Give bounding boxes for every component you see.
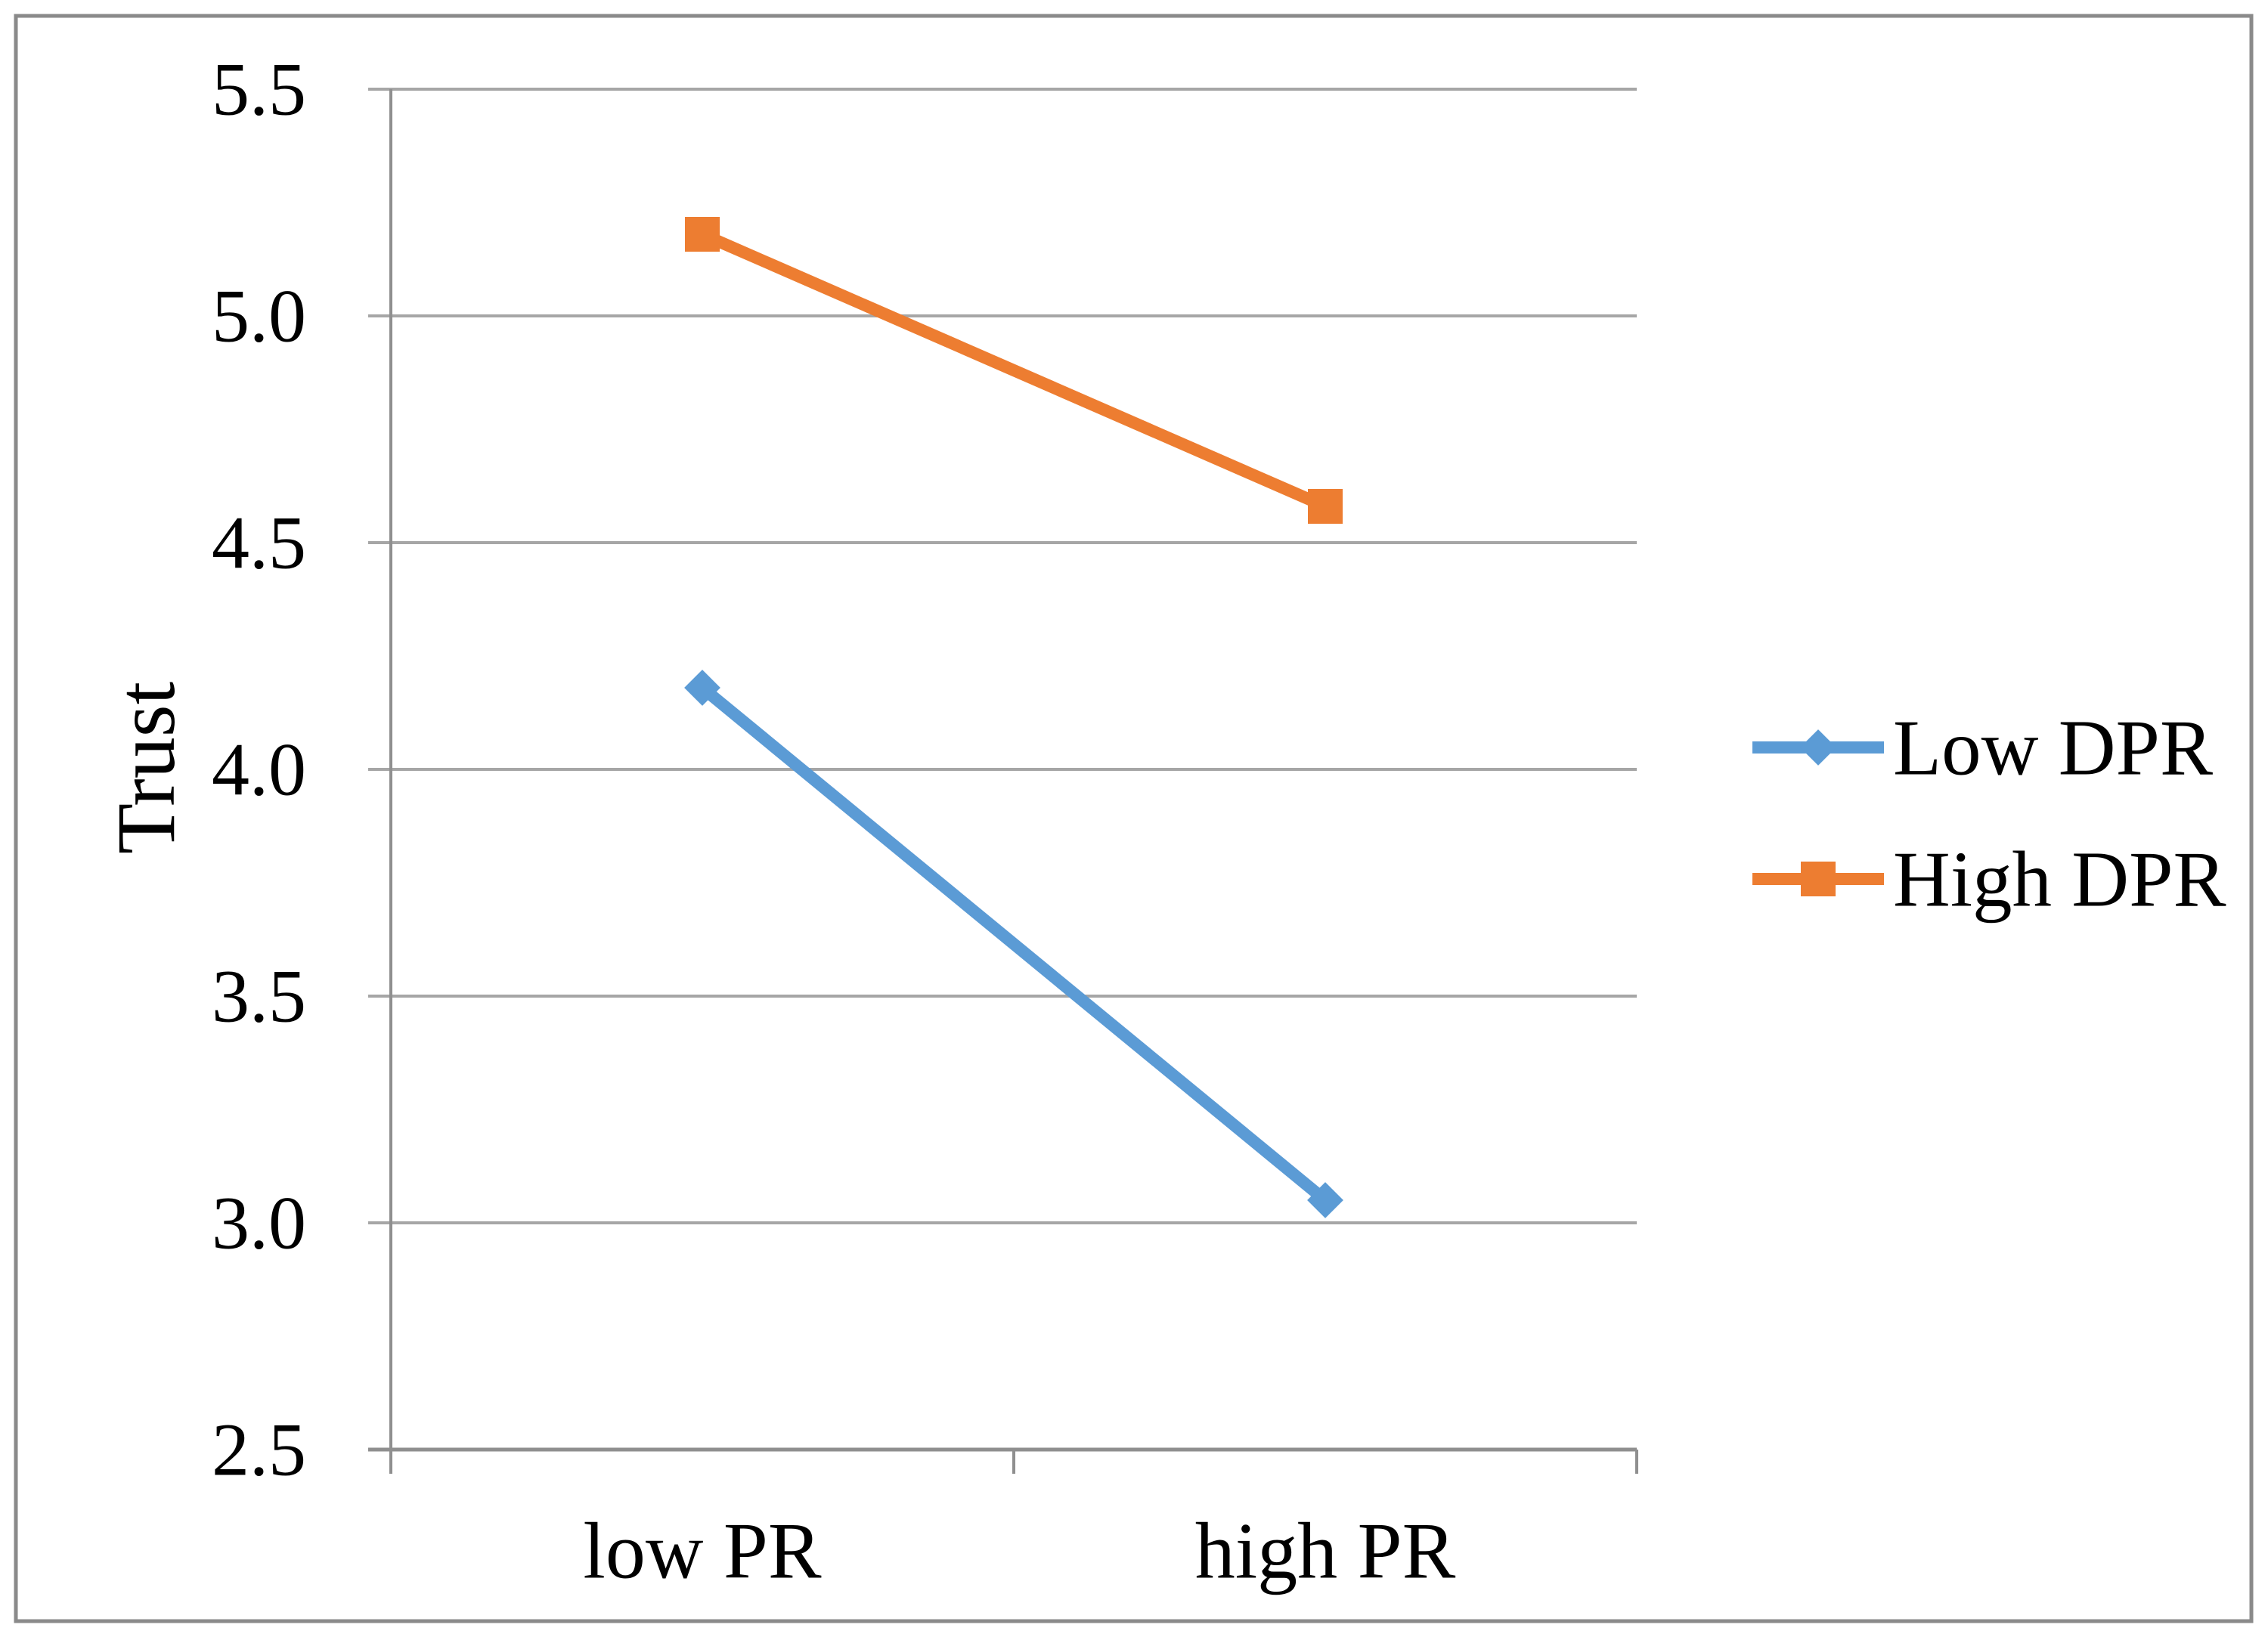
series-marker-high-dpr [1308,489,1343,524]
y-tick-label: 5.5 [212,48,306,132]
y-tick-label: 3.0 [212,1181,306,1265]
x-category-label: high PR [1195,1507,1456,1595]
y-tick-label: 4.0 [212,728,306,812]
legend-marker-high-dpr [1801,862,1836,896]
y-tick-label: 4.5 [212,501,306,585]
series-marker-low-dpr [684,670,720,706]
legend-label-high-dpr: High DPR [1893,835,2226,924]
chart-border [14,14,2254,1623]
series-line-high-dpr [699,228,1328,512]
y-axis-title: Trust [100,682,192,854]
legend-label-low-dpr: Low DPR [1893,704,2213,792]
y-tick-label: 3.5 [212,955,306,1038]
x-category-label: low PR [583,1507,821,1595]
series-line-low-dpr [698,682,1330,1205]
series-marker-high-dpr [685,217,720,252]
legend-marker-low-dpr [1800,729,1836,766]
series-marker-low-dpr [1307,1182,1343,1218]
y-tick-label: 5.0 [212,274,306,358]
y-tick-label: 2.5 [212,1408,306,1492]
